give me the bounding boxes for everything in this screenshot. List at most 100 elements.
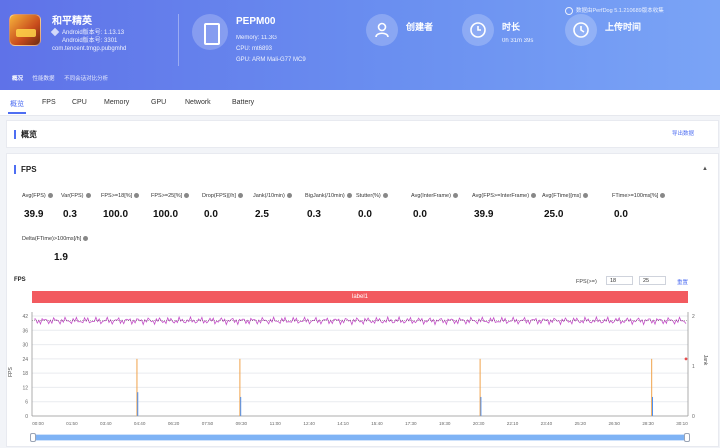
help-icon[interactable] <box>184 193 190 199</box>
metric-label: Stutter(%) <box>356 193 388 199</box>
range-handle-left[interactable] <box>30 433 36 442</box>
metric-label: Avg(InterFrame) <box>411 193 458 199</box>
device-name: PEPM00 <box>236 16 276 27</box>
x-tick-label: 28:30 <box>642 421 654 426</box>
label-bar[interactable]: label1 <box>32 291 688 303</box>
fps-threshold-2-input[interactable] <box>639 276 666 285</box>
help-icon[interactable] <box>286 193 292 199</box>
fps-threshold-1-input[interactable] <box>606 276 633 285</box>
metric-label: BigJank(/10min) <box>305 193 352 199</box>
x-tick-label: 30:10 <box>676 421 688 426</box>
help-icon[interactable] <box>452 193 458 199</box>
x-tick-label: 17:30 <box>405 421 417 426</box>
x-tick-label: 12:40 <box>303 421 315 426</box>
metric-value: 0.0 <box>204 209 218 220</box>
y-tick-label: 30 <box>22 343 28 349</box>
y-tick-label: 12 <box>22 385 28 391</box>
metric-value: 1.9 <box>54 252 68 263</box>
fps-threshold-label: FPS(>=) <box>576 279 597 285</box>
tab-gpu[interactable]: GPU <box>151 99 167 106</box>
help-icon[interactable] <box>382 193 388 199</box>
help-icon[interactable] <box>531 193 537 199</box>
metric-label: Drop(FPS)[/h] <box>202 193 243 199</box>
metric-value: 0.0 <box>358 209 372 220</box>
metric-label: Delta(FTime)>100ms[/h] <box>22 236 89 242</box>
x-tick-label: 26:50 <box>608 421 620 426</box>
app-meta: Android版本号: 1.13.13 Android版本号: 3301 com… <box>50 28 127 52</box>
y-tick-label: 18 <box>22 371 28 377</box>
tab-fps[interactable]: FPS <box>42 99 56 106</box>
help-icon[interactable] <box>660 193 666 199</box>
x-tick-label: 22:10 <box>507 421 519 426</box>
x-tick-label: 11:00 <box>270 421 282 426</box>
creator-label: 创建者 <box>406 22 434 32</box>
metric-tabs: 概览 FPS CPU Memory GPU Network Battery <box>0 90 720 116</box>
sub-navigation: 概况 性能数据 不同会话对比分析 <box>12 74 116 82</box>
overview-panel: 概览 导出数据 <box>6 120 719 148</box>
fps-chart[interactable]: 42 36 30 24 18 12 6 0 FPS Jank 2 1 0 00:00 01:50 03:40 0… <box>0 306 720 434</box>
reset-link[interactable]: 重置 <box>677 280 689 286</box>
help-icon[interactable] <box>237 193 243 199</box>
jank-marker <box>684 357 688 361</box>
metric-label: FPS>=18[%] <box>101 193 140 199</box>
y-tick-label: 6 <box>25 400 28 406</box>
device-meta: Memory: 11.3G CPU: mt6893 GPU: ARM Mali-… <box>236 35 306 63</box>
tab-cpu[interactable]: CPU <box>72 99 87 106</box>
collapse-up-icon[interactable]: ▲ <box>702 166 708 172</box>
metric-value: 39.9 <box>474 209 494 220</box>
metric-value: 0.0 <box>614 209 628 220</box>
metric-label: Avg(FPS) <box>22 193 53 199</box>
y-tick-label: 36 <box>22 328 28 334</box>
right-tick-label: 0 <box>692 414 695 420</box>
y-tick-label: 0 <box>25 414 28 420</box>
tab-network[interactable]: Network <box>185 99 211 106</box>
metric-value: 0.3 <box>63 209 77 220</box>
subnav-overview[interactable]: 概况 <box>12 76 24 82</box>
x-tick-label: 14:10 <box>337 421 349 426</box>
metric-value: 0.0 <box>413 209 427 220</box>
subnav-performance[interactable]: 性能数据 <box>32 76 55 82</box>
right-axis-title: Jank <box>702 355 708 366</box>
report-header: 和平精英 Android版本号: 1.13.13 Android版本号: 330… <box>0 0 720 90</box>
y-tick-label: 42 <box>22 314 28 320</box>
help-icon[interactable] <box>47 193 53 199</box>
subnav-compare[interactable]: 不同会话对比分析 <box>64 76 109 82</box>
tab-overview[interactable]: 概览 <box>8 101 26 114</box>
metric-value: 100.0 <box>103 209 129 220</box>
export-data-link[interactable]: 导出数据 <box>671 131 694 137</box>
x-tick-label: 15:40 <box>371 421 383 426</box>
tab-battery[interactable]: Battery <box>232 99 255 106</box>
x-tick-label: 09:30 <box>236 421 248 426</box>
x-tick-label: 25:20 <box>575 421 587 426</box>
range-handle-right[interactable] <box>684 433 690 442</box>
metric-label: Jank(/10min) <box>253 193 292 199</box>
android-icon <box>50 28 60 37</box>
x-tick-label: 07:50 <box>202 421 214 426</box>
y-axis-title: FPS <box>8 366 14 376</box>
series-fps-line <box>33 315 687 326</box>
x-tick-label: 20:30 <box>473 421 485 426</box>
metric-value: 2.5 <box>255 209 269 220</box>
header-divider <box>178 14 179 66</box>
upload-time-label: 上传时间 <box>605 22 642 32</box>
help-icon[interactable] <box>134 193 140 199</box>
help-icon[interactable] <box>582 193 588 199</box>
tab-memory[interactable]: Memory <box>104 99 130 106</box>
history-icon <box>565 14 597 46</box>
metric-label: Avg(FTime)[ms] <box>542 193 588 199</box>
help-icon[interactable] <box>83 236 89 242</box>
help-icon[interactable] <box>346 193 352 199</box>
metric-label: FPS>=25[%] <box>151 193 190 199</box>
x-tick-label: 01:50 <box>66 421 78 426</box>
chart-title: FPS <box>14 277 26 283</box>
game-app-icon <box>9 14 41 46</box>
metric-value: 0.3 <box>307 209 321 220</box>
x-tick-label: 03:40 <box>100 421 112 426</box>
duration-value: 0h 31m 39s <box>502 38 534 44</box>
metric-value: 100.0 <box>153 209 179 220</box>
overview-title: 概览 <box>14 130 37 139</box>
phone-icon <box>192 14 228 50</box>
help-icon[interactable] <box>85 193 91 199</box>
time-range-thumb[interactable] <box>34 435 686 440</box>
metric-label: Avg(FPS>=InterFrame) <box>472 193 537 199</box>
